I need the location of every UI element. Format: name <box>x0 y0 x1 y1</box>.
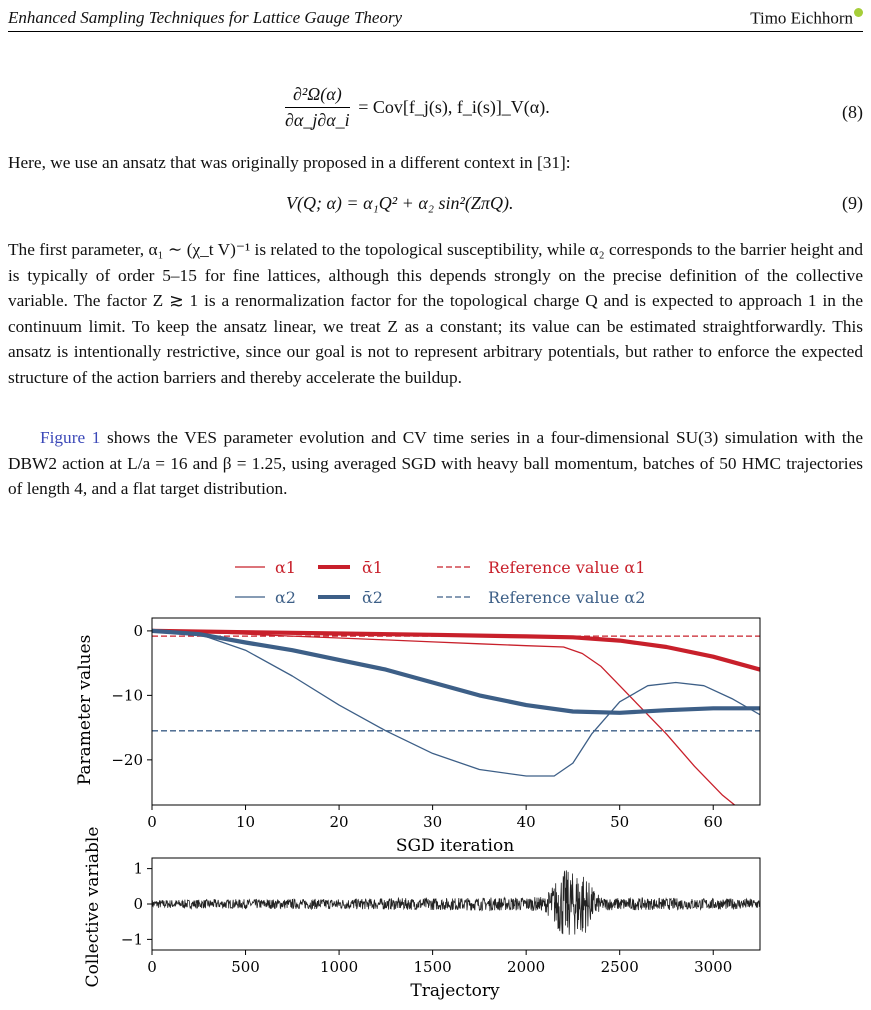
y-tick-label: 0 <box>133 622 143 640</box>
series-line-4 <box>152 628 760 715</box>
x-tick-label: 10 <box>236 813 255 831</box>
x-tick-label: 20 <box>330 813 349 831</box>
x-tick-label: 500 <box>231 958 260 976</box>
y-tick-label: −10 <box>111 686 143 704</box>
parameter-plot: 0 10 20 30 40 50 60 0 −10 −20 SGD iteration Param… <box>75 617 761 856</box>
parameter-series-group <box>152 628 760 805</box>
legend-label: Reference value α2 <box>488 588 645 607</box>
x-tick-label: 0 <box>147 813 157 831</box>
x-tick-label: 0 <box>147 958 157 976</box>
orcid-icon[interactable] <box>854 8 863 17</box>
legend: α1 ᾱ1 Reference value α1 α2 ᾱ2 Reference… <box>235 558 645 607</box>
cv-trace <box>152 870 760 935</box>
equation-9: V(Q; α) = α₁Q² + α₂ sin²(ZπQ). (9) <box>286 193 863 213</box>
series-line-0 <box>152 630 736 805</box>
figure-link[interactable]: Figure 1 <box>40 428 101 447</box>
y-axis-label: Collective variable <box>83 827 103 988</box>
paragraph-ansatz: The first parameter, α₁ ∼ (χ_t V)⁻¹ is r… <box>8 240 863 387</box>
y-tick-label: 0 <box>133 895 143 913</box>
figure-1: α1 ᾱ1 Reference value α1 α2 ᾱ2 Reference… <box>75 558 761 1001</box>
legend-label: α1 <box>275 558 296 577</box>
x-tick-label: 40 <box>517 813 536 831</box>
running-title: Enhanced Sampling Techniques for Lattice… <box>8 8 403 27</box>
x-tick-label: 2500 <box>601 958 639 976</box>
parameter-axes: 0 10 20 30 40 50 60 0 −10 −20 <box>111 622 722 831</box>
series-line-3 <box>152 630 760 777</box>
y-axis-label: Parameter values <box>75 635 95 786</box>
x-tick-label: 50 <box>610 813 629 831</box>
x-axis-label: Trajectory <box>410 981 500 1001</box>
legend-label: ᾱ2 <box>362 588 383 607</box>
y-tick-label: −20 <box>111 751 143 769</box>
legend-label: ᾱ1 <box>362 558 383 577</box>
y-tick-label: 1 <box>133 860 143 878</box>
legend-label: Reference value α1 <box>488 558 645 577</box>
series-line-1 <box>152 628 760 672</box>
x-axis-label: SGD iteration <box>396 836 514 856</box>
equation-number: (9) <box>842 193 863 213</box>
cv-series-group <box>152 870 760 935</box>
author-name: Timo Eichhorn <box>750 8 863 29</box>
x-tick-label: 2000 <box>507 958 545 976</box>
paragraph-figure-ref: Figure 1 shows the VES parameter evoluti… <box>8 428 863 499</box>
x-tick-label: 3000 <box>694 958 732 976</box>
legend-label: α2 <box>275 588 296 607</box>
equation-8: ∂²Ω(α) ∂α_j∂α_i = Cov[f_j(s), f_i(s)]_V(… <box>285 84 863 130</box>
header-rule <box>8 31 863 32</box>
equation-8-fraction: ∂²Ω(α) ∂α_j∂α_i <box>285 84 350 130</box>
x-tick-label: 30 <box>423 813 442 831</box>
paragraph-intro: Here, we use an ansatz that was original… <box>8 153 571 172</box>
y-tick-label: −1 <box>121 930 143 948</box>
page-header: Enhanced Sampling Techniques for Lattice… <box>8 8 863 30</box>
x-tick-label: 1000 <box>320 958 358 976</box>
x-tick-label: 1500 <box>414 958 452 976</box>
x-tick-label: 60 <box>704 813 723 831</box>
equation-number: (8) <box>842 102 863 122</box>
plot-frame <box>151 617 761 806</box>
